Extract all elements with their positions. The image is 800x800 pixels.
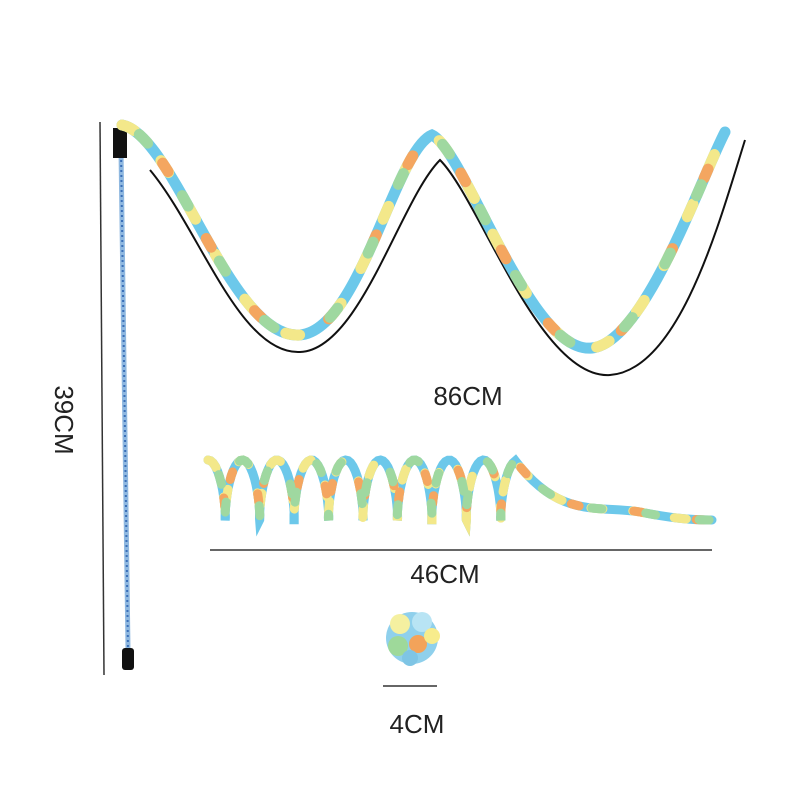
rod-bottom-cap	[122, 648, 134, 670]
rod-length-label: 39CM	[49, 385, 79, 454]
wave-outline	[149, 139, 746, 377]
spring-coil	[203, 454, 717, 537]
spring-length-label: 46CM	[410, 559, 479, 589]
wave-length-label: 86CM	[433, 381, 502, 411]
wave-string	[116, 119, 731, 354]
ball-size-label: 4CM	[390, 709, 445, 739]
spring-string	[203, 454, 717, 537]
rod-texture	[120, 149, 129, 651]
pom-ball	[386, 612, 440, 666]
rod-top-cap	[113, 128, 127, 158]
rod-dimension-line	[99, 121, 105, 676]
